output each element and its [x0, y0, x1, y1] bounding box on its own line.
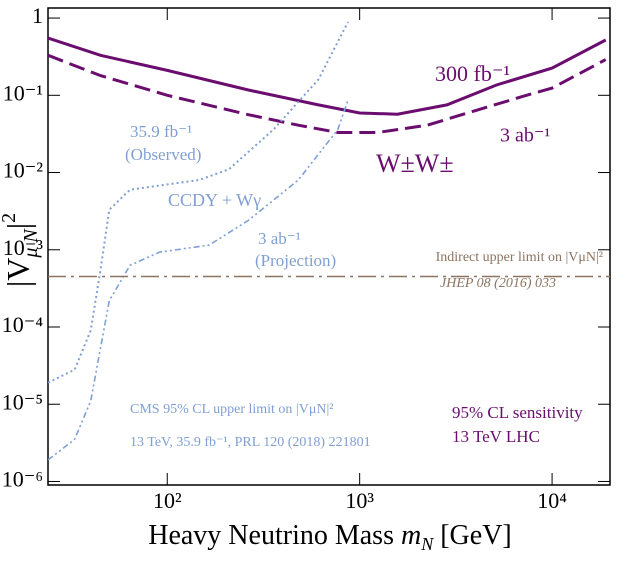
x-tick-label: 10² — [153, 488, 182, 513]
y-label-text: |V — [0, 258, 36, 288]
annotation: (Projection) — [255, 251, 336, 270]
y-tick-label: 10⁻⁶ — [2, 467, 43, 492]
annotation: CMS 95% CL upper limit on |VμN|² — [130, 402, 333, 417]
x-label-symbol: m — [401, 520, 421, 551]
y-tick-label: 1 — [32, 3, 43, 28]
y-tick-label: 10⁻⁵ — [2, 389, 43, 414]
x-axis-label: Heavy Neutrino Mass mN [GeV] — [148, 520, 512, 554]
annotation: (Observed) — [125, 145, 201, 164]
series-line — [48, 53, 607, 134]
plot-frame — [47, 7, 611, 486]
y-label-subscript: μ N — [20, 228, 42, 259]
series-line — [48, 21, 349, 384]
series-label: 3 ab⁻¹ — [258, 229, 301, 248]
y-tick-label: 10⁻⁴ — [2, 312, 44, 337]
series-label: 3 ab⁻¹ — [500, 125, 550, 147]
x-label-unit: [GeV] — [433, 520, 512, 551]
series-line — [48, 36, 607, 116]
annotation: 13 TeV, 35.9 fb⁻¹, PRL 120 (2018) 221801 — [130, 435, 371, 450]
annotation: JHEP 08 (2016) 033 — [440, 276, 556, 291]
x-label-text: Heavy Neutrino Mass — [148, 520, 401, 551]
x-tick-label: 10⁴ — [537, 488, 567, 513]
series-label: 300 fb⁻¹ — [435, 61, 510, 86]
y-tick-label: 10⁻² — [3, 158, 44, 183]
y-axis-label: |Vμ N|2 — [0, 213, 42, 287]
series-line — [48, 99, 349, 461]
y-tick-label: 10⁻¹ — [3, 80, 43, 105]
y-tick-label: 10⁻³ — [3, 235, 44, 260]
annotation: W±W± — [376, 149, 454, 178]
series-label: Indirect upper limit on |VμN|² — [436, 250, 603, 265]
x-tick-label: 10³ — [345, 488, 374, 513]
annotation: 13 TeV LHC — [452, 427, 540, 446]
series-label: 35.9 fb⁻¹ — [130, 122, 192, 141]
annotation: CCDY + Wγ — [168, 190, 261, 210]
x-label-subscript: N — [420, 534, 434, 554]
annotation: 95% CL sensitivity — [452, 403, 583, 422]
y-label-superscript: 2 — [0, 213, 20, 223]
y-label-bar: | — [0, 223, 36, 229]
